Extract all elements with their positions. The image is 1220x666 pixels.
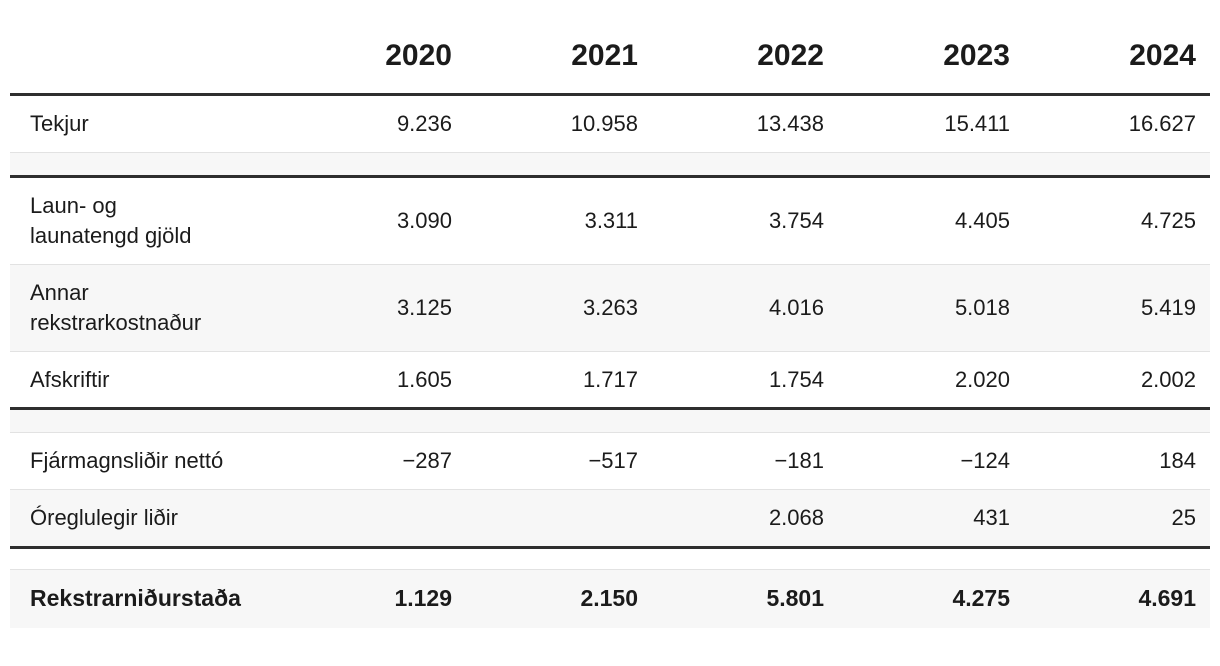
row-fjarmagnslidir-netto: Fjármagnsliðir nettó −287 −517 −181 −124 184	[10, 432, 1210, 491]
row-laun-og-launatengd-gjold: Laun- og launatengd gjöld 3.090 3.311 3.754 4…	[10, 176, 1210, 265]
label-column-header	[10, 35, 280, 96]
value-cell: 16.627	[1024, 94, 1210, 153]
row-afskriftir: Afskriftir 1.605 1.717 1.754 2.020 2.002	[10, 351, 1210, 411]
value-cell: 4.691	[1024, 569, 1210, 628]
value-cell: 9.236	[280, 94, 466, 153]
value-cell: −517	[466, 432, 652, 491]
value-cell: 431	[838, 489, 1024, 550]
row-label: Óreglulegir liðir	[10, 489, 280, 550]
value-cell: 5.801	[652, 569, 838, 628]
year-header-row: 2020 2021 2022 2023 2024	[10, 35, 1210, 96]
value-cell: 3.125	[280, 264, 466, 352]
value-cell: 2.020	[838, 351, 1024, 411]
table-body: Tekjur 9.236 10.958 13.438 15.411 16.627 Laun-…	[10, 94, 1210, 628]
value-cell: 13.438	[652, 94, 838, 153]
value-cell: 10.958	[466, 94, 652, 153]
year-header-2024: 2024	[1024, 35, 1210, 96]
value-cell	[280, 489, 466, 550]
value-cell: 2.150	[466, 569, 652, 628]
value-cell: 15.411	[838, 94, 1024, 153]
value-cell: 1.717	[466, 351, 652, 411]
year-header-2022: 2022	[652, 35, 838, 96]
page: 2020 2021 2022 2023 2024 Tekjur 9.236 10.958 13…	[10, 35, 1210, 628]
value-cell: 1.129	[280, 569, 466, 628]
spacer-cell	[10, 408, 1210, 434]
value-cell: −287	[280, 432, 466, 491]
value-cell: 4.275	[838, 569, 1024, 628]
spacer-before-result	[10, 547, 1210, 571]
value-cell: 5.018	[838, 264, 1024, 352]
row-label: Annar rekstrarkostnaður	[10, 264, 280, 352]
row-label: Tekjur	[10, 94, 280, 153]
spacer-after-afskriftir	[10, 408, 1210, 434]
value-cell: −124	[838, 432, 1024, 491]
spacer-cell	[10, 547, 1210, 571]
year-header-2021: 2021	[466, 35, 652, 96]
value-cell: 3.263	[466, 264, 652, 352]
value-cell: 25	[1024, 489, 1210, 550]
table-header: 2020 2021 2022 2023 2024	[10, 35, 1210, 96]
value-cell: 2.068	[652, 489, 838, 550]
value-cell: 2.002	[1024, 351, 1210, 411]
value-cell: 184	[1024, 432, 1210, 491]
row-label: Laun- og launatengd gjöld	[10, 176, 280, 265]
value-cell	[466, 489, 652, 550]
value-cell: 4.405	[838, 176, 1024, 265]
spacer-after-tekjur	[10, 152, 1210, 178]
row-annar-rekstrarkostnadur: Annar rekstrarkostnaður 3.125 3.263 4.016 5.0…	[10, 264, 1210, 352]
spacer-cell	[10, 152, 1210, 178]
row-label: Fjármagnsliðir nettó	[10, 432, 280, 491]
value-cell: 4.725	[1024, 176, 1210, 265]
row-oreglulegir-lidir: Óreglulegir liðir 2.068 431 25	[10, 489, 1210, 550]
financial-results-table: 2020 2021 2022 2023 2024 Tekjur 9.236 10.958 13…	[10, 35, 1210, 628]
value-cell: 4.016	[652, 264, 838, 352]
row-tekjur: Tekjur 9.236 10.958 13.438 15.411 16.627	[10, 94, 1210, 153]
row-label: Rekstrarniðurstaða	[10, 569, 280, 628]
value-cell: −181	[652, 432, 838, 491]
year-header-2020: 2020	[280, 35, 466, 96]
year-header-2023: 2023	[838, 35, 1024, 96]
value-cell: 5.419	[1024, 264, 1210, 352]
row-label: Afskriftir	[10, 351, 280, 411]
value-cell: 1.605	[280, 351, 466, 411]
value-cell: 3.754	[652, 176, 838, 265]
row-rekstrarnidurstada: Rekstrarniðurstaða 1.129 2.150 5.801 4.275 4.…	[10, 569, 1210, 628]
value-cell: 3.311	[466, 176, 652, 265]
value-cell: 3.090	[280, 176, 466, 265]
value-cell: 1.754	[652, 351, 838, 411]
